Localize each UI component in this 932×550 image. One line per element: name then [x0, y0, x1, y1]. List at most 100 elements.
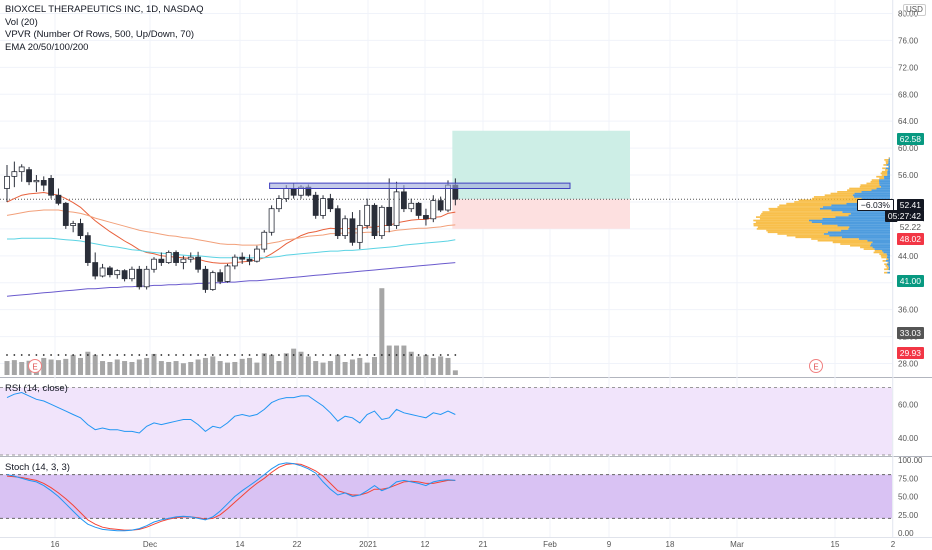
legend-vpvr[interactable]: VPVR (Number Of Rows, 500, Up/Down, 70)	[5, 29, 195, 40]
currency-label[interactable]: USD	[903, 4, 926, 16]
volume-ma-dot	[182, 354, 185, 356]
volume-profile-down	[867, 239, 890, 242]
rsi-label[interactable]: RSI (14, close)	[5, 383, 68, 394]
volume-bar	[320, 362, 326, 375]
time-tick-label: 12	[421, 540, 430, 549]
time-tick-label: 15	[831, 540, 840, 549]
time-tick-label: Mar	[730, 540, 744, 549]
volume-bar	[416, 356, 422, 375]
candle-down	[26, 169, 32, 183]
volume-ma-dot	[131, 354, 133, 356]
volume-bar	[11, 360, 17, 375]
volume-ma-dot	[64, 354, 67, 356]
volume-profile-down	[879, 184, 890, 186]
volume-profile-down	[888, 261, 890, 264]
volume-ma-dot	[109, 354, 111, 356]
volume-bar	[291, 348, 297, 375]
candle-down	[371, 204, 378, 237]
volume-bar	[232, 361, 238, 375]
volume-profile-up	[882, 260, 886, 262]
volume-profile-down	[887, 174, 890, 176]
stoch-tick-label: 0.00	[898, 529, 914, 538]
volume-profile-up	[885, 265, 889, 267]
candle-up	[268, 208, 275, 233]
candle-up	[356, 225, 363, 243]
volume-profile-down	[848, 214, 890, 217]
volume-ma-dot	[410, 354, 413, 356]
stoch-k-line	[6, 462, 456, 532]
resistance-box[interactable]	[269, 182, 571, 190]
candle-down	[173, 252, 179, 263]
volume-profile-down	[854, 192, 890, 195]
volume-profile-up	[886, 266, 889, 269]
candle-up	[378, 206, 385, 237]
volume-ma-dot	[366, 354, 369, 356]
chart-legend: BIOXCEL THERAPEUTICS INC, 1D, NASDAQ Vol…	[5, 4, 204, 54]
volume-bar	[401, 345, 407, 375]
volume-ma-dot	[263, 354, 266, 356]
earnings-marker[interactable]: E	[28, 359, 42, 373]
volume-bar	[114, 359, 120, 375]
volume-ma-dot	[42, 354, 45, 356]
volume-profile-up	[880, 254, 888, 257]
volume-profile-down	[837, 224, 890, 227]
ema-100-line	[7, 237, 456, 259]
volume-profile-down	[886, 253, 890, 255]
volume-bar	[122, 361, 128, 375]
volume-ma-dot	[380, 354, 383, 356]
volume-profile-up	[884, 271, 888, 274]
candle-down	[62, 202, 69, 226]
volume-ma-dot	[57, 354, 60, 356]
volume-profile-down	[887, 172, 890, 175]
volume-bar	[55, 360, 61, 375]
earnings-marker-upcoming[interactable]: E	[809, 359, 823, 373]
price-tick-label: 28.00	[898, 360, 919, 369]
price-tick-label: 76.00	[898, 36, 919, 45]
volume-profile	[753, 157, 890, 274]
volume-profile-down	[858, 238, 890, 240]
volume-profile-up	[840, 243, 871, 245]
symbol-title[interactable]: BIOXCEL THERAPEUTICS INC, 1D, NASDAQ	[5, 4, 204, 15]
volume-profile-down	[819, 207, 890, 210]
rsi-band	[0, 387, 892, 455]
volume-ma-dot	[153, 354, 155, 356]
volume-profile-down	[888, 268, 890, 271]
volume-bar	[225, 362, 230, 375]
volume-ma-dot	[256, 354, 258, 356]
volume-profile-up	[888, 165, 889, 168]
volume-ma-dot	[307, 354, 310, 356]
volume-ma-dot	[72, 354, 75, 356]
candle-up	[320, 198, 326, 216]
time-axis[interactable]: 16 Dec 14 22 2021 12 21 Feb 9 18 Mar 15 2	[51, 540, 896, 549]
candle-down	[77, 223, 84, 237]
volume-ma-dot	[447, 354, 449, 356]
volume-ma-dot	[373, 354, 376, 356]
candle-up	[408, 202, 415, 210]
candle-up	[209, 272, 216, 290]
volume-profile-up	[757, 226, 850, 229]
volume-profile-up	[759, 217, 823, 220]
volume-ma-dot	[28, 354, 30, 356]
volume-bar	[180, 363, 186, 375]
volume-profile-up	[766, 229, 842, 232]
candle-down	[415, 202, 422, 216]
candle-down	[349, 218, 356, 243]
candle-up	[33, 180, 40, 183]
volume-bar	[239, 358, 245, 375]
legend-vol[interactable]: Vol (20)	[5, 16, 38, 28]
price-tick-label: 56.00	[898, 171, 919, 180]
candle-up	[231, 256, 238, 267]
volume-bar	[48, 359, 54, 375]
price-axis[interactable]: 80.0076.0072.0068.0064.0060.0056.0052.00…	[898, 9, 919, 368]
candle-up	[4, 175, 10, 189]
volume-bar	[70, 354, 76, 375]
volume-bar	[4, 361, 10, 375]
volume-profile-down	[886, 164, 890, 166]
volume-ma-dot	[175, 354, 177, 356]
legend-ema[interactable]: EMA 20/50/100/200	[5, 41, 89, 53]
stoch-label[interactable]: Stoch (14, 3, 3)	[5, 462, 70, 473]
ema-value-tag-3: 33.03	[896, 327, 924, 339]
volume-profile-up	[811, 238, 859, 240]
last-price-tag: 52.41	[896, 199, 924, 211]
